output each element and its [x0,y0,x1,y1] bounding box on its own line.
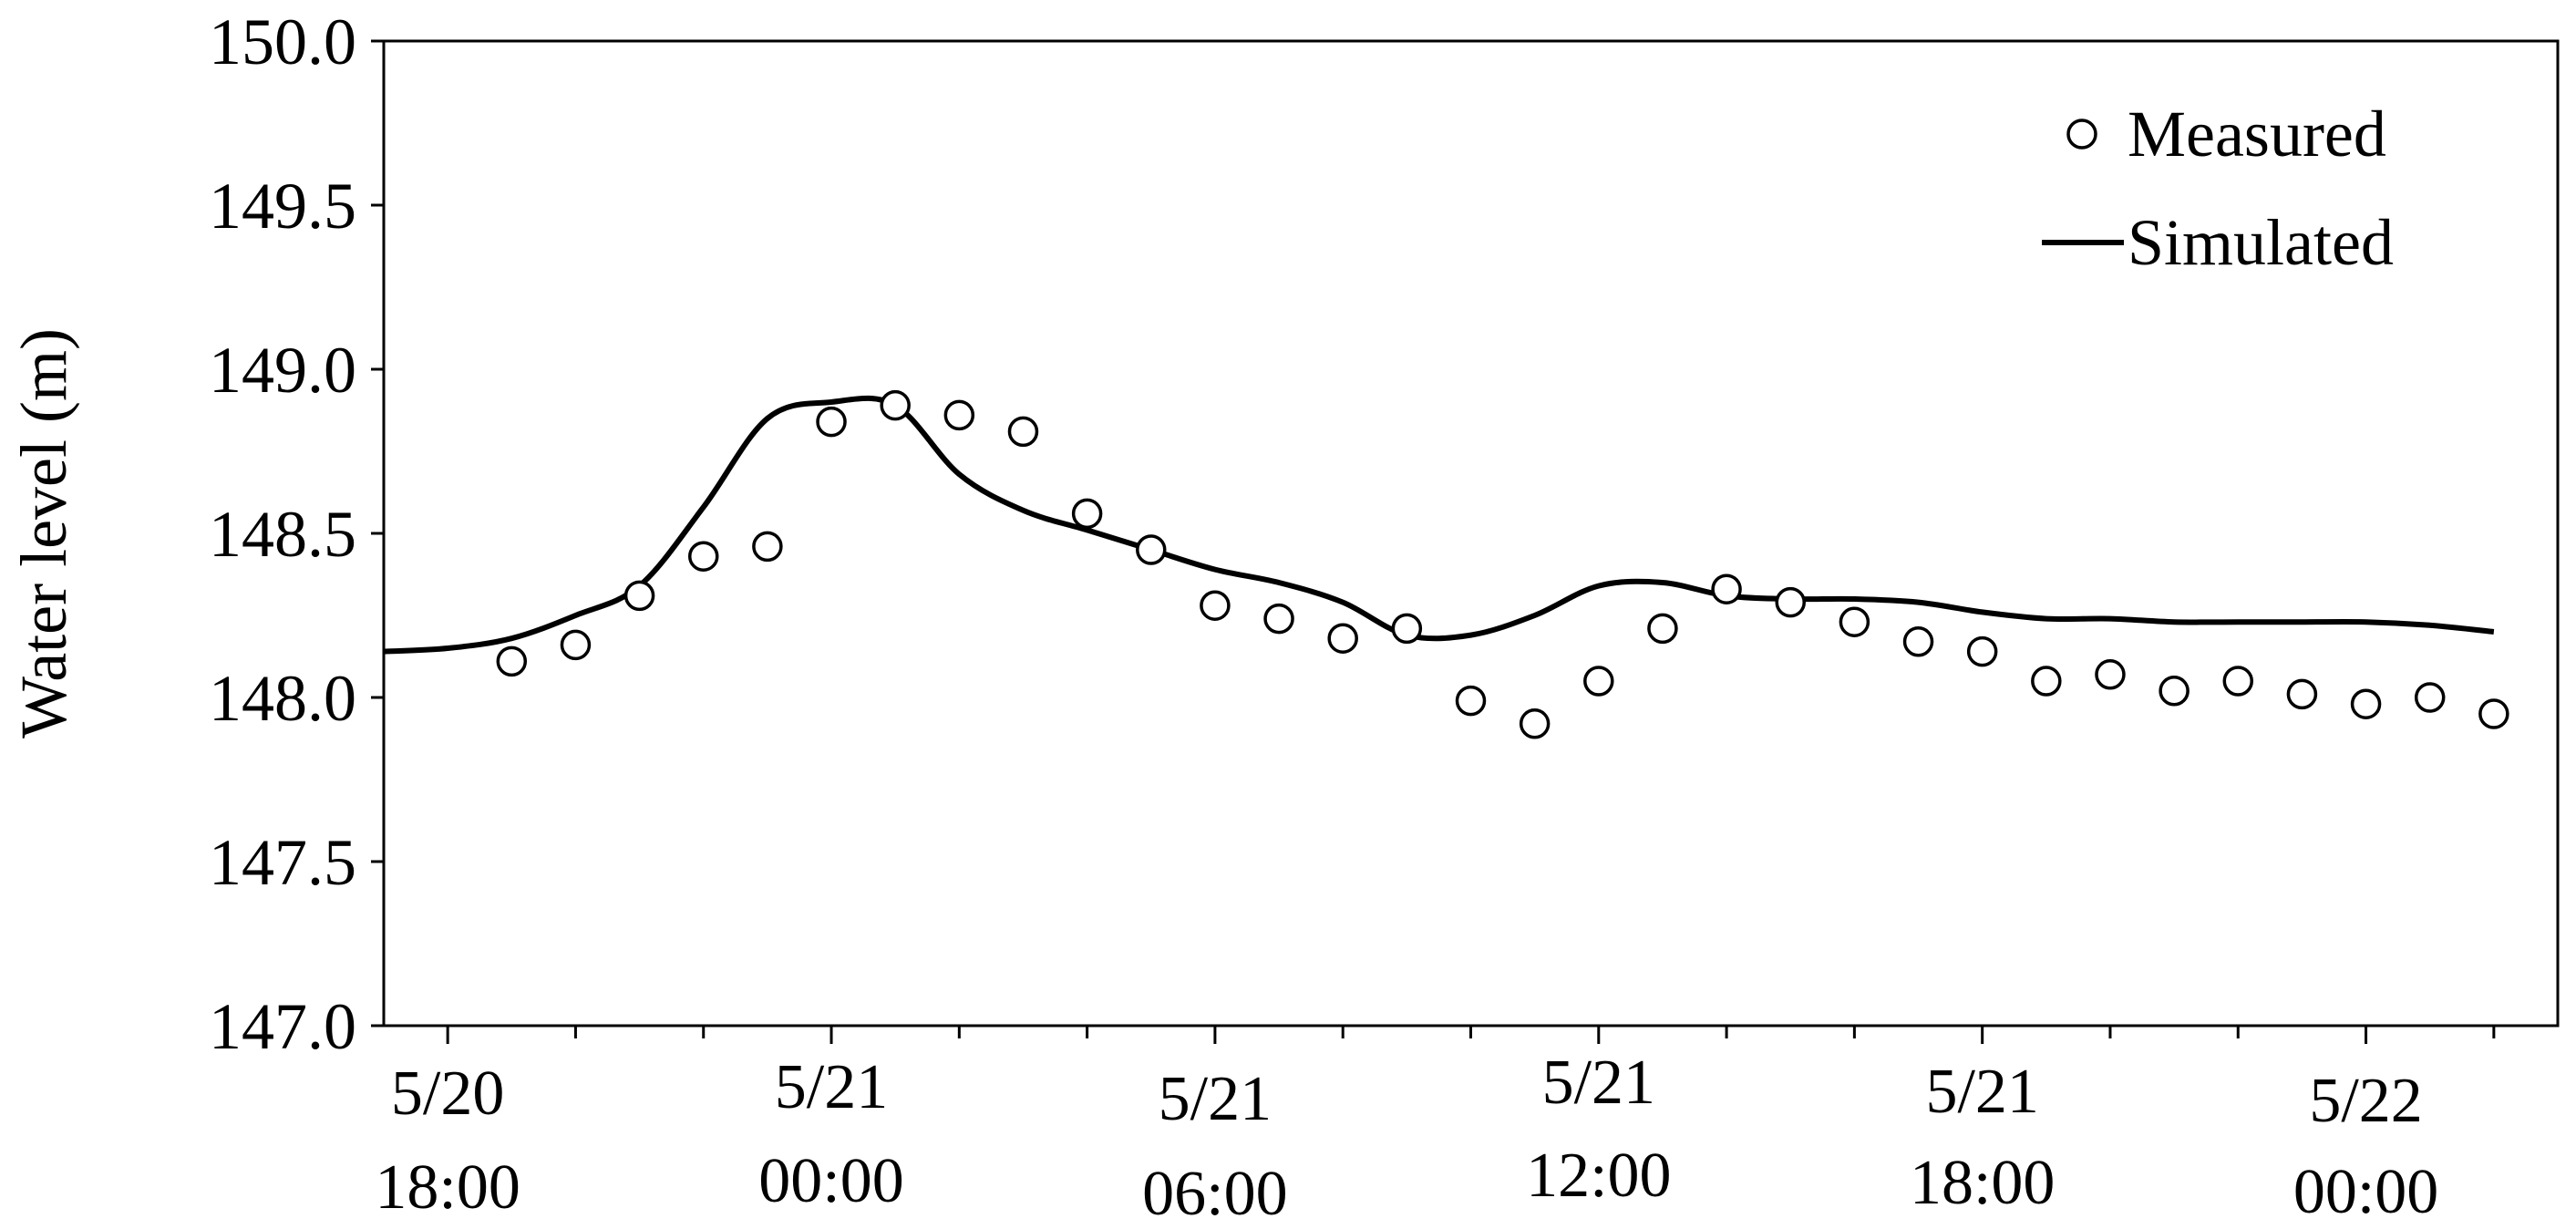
x-tick-time: 18:00 [375,1152,520,1223]
measured-point [943,399,975,431]
y-tick-label: 148.0 [209,662,356,735]
measured-point [2414,682,2446,713]
measured-point [2031,666,2062,697]
measured-point [1200,590,1231,621]
measured-point [687,541,719,572]
x-tick-date: 5/20 [391,1059,504,1129]
measured-point [1966,635,1998,667]
measured-point [1007,416,1039,448]
x-tick-date: 5/21 [775,1052,888,1122]
measured-point [1455,685,1487,717]
x-tick-date: 5/21 [1925,1057,2038,1127]
x-tick-date: 5/21 [1542,1048,1655,1118]
y-tick-label: 148.5 [209,498,356,571]
y-tick-label: 147.5 [209,826,356,899]
legend-measured-marker [2066,119,2097,150]
x-axis: 5/20 18:00 5/21 00:00 5/21 06:00 5/21 12:00 5/21… [375,1026,2496,1229]
y-axis: 147.0 147.5 148.0 148.5 149.0 149.5 150.0 [209,5,384,1063]
measured-point [1902,626,1934,657]
measured-point [1263,603,1294,635]
measured-point [1775,586,1806,618]
y-tick-label: 150.0 [209,5,356,78]
measured-point [1391,613,1423,645]
x-tick-time: 12:00 [1526,1141,1671,1211]
y-tick-label: 149.0 [209,334,356,407]
measured-point [2478,698,2509,729]
y-tick-label: 149.5 [209,170,356,243]
measured-point [623,580,655,612]
measured-point [2095,659,2126,690]
measured-point [2286,678,2318,710]
x-tick-time: 00:00 [758,1146,903,1216]
x-tick-time: 18:00 [1910,1148,2055,1218]
legend-simulated-label: Simulated [2128,206,2394,279]
simulated-series [383,395,2495,655]
legend-measured-label: Measured [2128,98,2386,170]
plot-frame [382,39,2560,1028]
measured-point [816,406,847,438]
measured-point [1327,623,1358,654]
measured-point [2350,688,2382,719]
measured-point [1519,708,1551,739]
legend: Measured Simulated [2042,98,2394,279]
measured-point [2222,666,2254,697]
measured-point [1711,573,1742,604]
measured-point [2159,676,2190,707]
measured-point [560,629,592,661]
measured-point [496,645,528,677]
y-axis-title: Water level (m) [7,328,80,738]
measured-point [1583,666,1614,697]
measured-series [496,389,2509,739]
x-tick-time: 06:00 [1142,1159,1287,1229]
x-tick-date: 5/21 [1159,1064,1272,1134]
measured-point [1071,498,1103,530]
measured-point [1136,534,1167,565]
measured-point [752,531,783,563]
y-tick-label: 147.0 [209,990,356,1063]
measured-point [880,389,911,421]
measured-point [1839,606,1870,637]
x-tick-date: 5/22 [2309,1066,2422,1136]
measured-point [1647,613,1678,645]
simulated-line [383,395,2495,655]
x-tick-time: 00:00 [2293,1157,2438,1227]
